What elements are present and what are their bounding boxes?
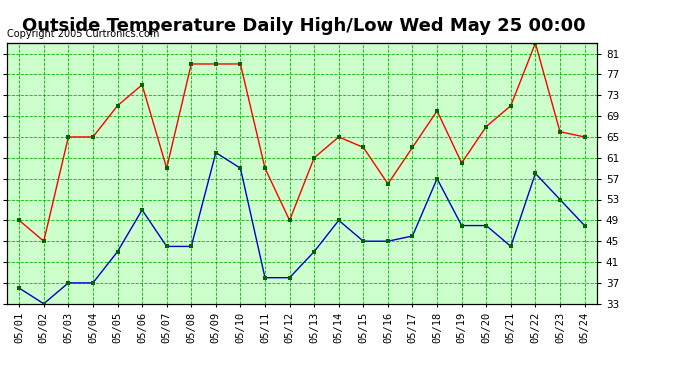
Point: [161, 165, 172, 171]
Point: [358, 238, 369, 244]
Point: [456, 223, 467, 229]
Point: [284, 217, 295, 223]
Point: [505, 103, 516, 109]
Point: [137, 82, 148, 88]
Point: [284, 274, 295, 280]
Point: [14, 285, 25, 291]
Point: [235, 61, 246, 67]
Point: [555, 196, 566, 202]
Point: [38, 301, 49, 307]
Point: [382, 181, 393, 187]
Point: [358, 144, 369, 150]
Text: Outside Temperature Daily High/Low Wed May 25 00:00: Outside Temperature Daily High/Low Wed M…: [22, 17, 585, 35]
Point: [161, 243, 172, 249]
Point: [431, 176, 442, 181]
Point: [63, 134, 74, 140]
Point: [235, 165, 246, 171]
Point: [382, 238, 393, 244]
Point: [333, 217, 344, 223]
Point: [505, 243, 516, 249]
Point: [88, 280, 99, 286]
Point: [481, 223, 492, 229]
Point: [88, 134, 99, 140]
Point: [210, 61, 221, 67]
Point: [112, 103, 123, 109]
Point: [530, 170, 541, 176]
Point: [333, 134, 344, 140]
Point: [210, 150, 221, 156]
Point: [308, 249, 319, 255]
Text: Copyright 2005 Curtronics.com: Copyright 2005 Curtronics.com: [7, 29, 159, 39]
Point: [186, 243, 197, 249]
Point: [407, 144, 418, 150]
Point: [38, 238, 49, 244]
Point: [112, 249, 123, 255]
Point: [407, 233, 418, 239]
Point: [137, 207, 148, 213]
Point: [259, 165, 270, 171]
Point: [481, 123, 492, 129]
Point: [579, 223, 590, 229]
Point: [186, 61, 197, 67]
Point: [530, 40, 541, 46]
Point: [431, 108, 442, 114]
Point: [308, 155, 319, 161]
Point: [63, 280, 74, 286]
Point: [579, 134, 590, 140]
Point: [555, 129, 566, 135]
Point: [14, 217, 25, 223]
Point: [456, 160, 467, 166]
Point: [259, 274, 270, 280]
